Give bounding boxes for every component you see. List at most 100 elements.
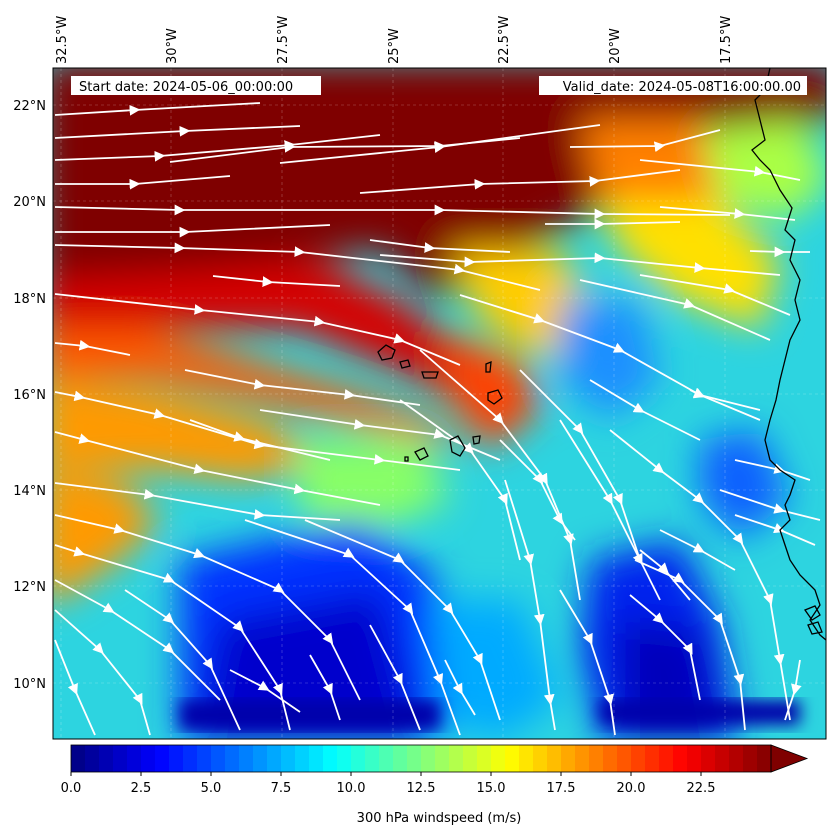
colorbar-step xyxy=(743,745,758,772)
colorbar-step xyxy=(351,745,366,772)
colorbar-step xyxy=(99,745,114,772)
lat-tick-label: 12°N xyxy=(13,580,46,595)
colorbar-step xyxy=(701,745,716,772)
colorbar-tick-label: 17.5 xyxy=(547,781,576,796)
windspeed-field xyxy=(53,68,826,739)
valid-date-box xyxy=(539,76,807,95)
colorbar-tick-label: 0.0 xyxy=(61,781,82,796)
colorbar-step xyxy=(239,745,254,772)
colorbar-step xyxy=(71,745,86,772)
colorbar-label: 300 hPa windspeed (m/s) xyxy=(357,811,522,826)
colorbar-step xyxy=(183,745,198,772)
lat-tick-label: 22°N xyxy=(13,99,46,114)
lon-tick-label: 20°W xyxy=(608,28,623,64)
colorbar-step xyxy=(379,745,394,772)
start-date-label: Start date: 2024-05-06_00:00:00 xyxy=(79,80,293,95)
colorbar-step xyxy=(323,745,338,772)
lon-tick-label: 30°W xyxy=(165,28,180,64)
cape-verde-island xyxy=(414,447,429,461)
colorbar-step xyxy=(757,745,772,772)
colorbar-step xyxy=(155,745,170,772)
colorbar-step xyxy=(575,745,590,772)
colorbar-step xyxy=(715,745,730,772)
cape-verde-island xyxy=(487,389,503,405)
colorbar-step xyxy=(421,745,436,772)
colorbar-step xyxy=(645,745,660,772)
colorbar-step xyxy=(505,745,520,772)
cape-verde-island xyxy=(377,344,396,361)
colorbar-step xyxy=(631,745,646,772)
map-frame xyxy=(52,67,827,740)
lon-tick-label: 25°W xyxy=(387,28,402,64)
colorbar-step xyxy=(729,745,744,772)
colorbar-tick-label: 7.5 xyxy=(271,781,292,796)
colorbar-tick-label: 12.5 xyxy=(407,781,436,796)
colorbar-tick-label: 15.0 xyxy=(477,781,506,796)
lat-tick-label: 14°N xyxy=(13,484,46,499)
latitude-ticks: 22°N 20°N 18°N 16°N 14°N 12°N 10°N xyxy=(13,99,46,692)
colorbar-step xyxy=(463,745,478,772)
colorbar-step xyxy=(253,745,268,772)
colorbar-step xyxy=(477,745,492,772)
colorbar-step xyxy=(309,745,324,772)
colorbar-step xyxy=(561,745,576,772)
colorbar-step xyxy=(337,745,352,772)
lat-tick-label: 20°N xyxy=(13,195,46,210)
colorbar-step xyxy=(365,745,380,772)
colorbar-step xyxy=(197,745,212,772)
colorbar-step xyxy=(393,745,408,772)
start-date-box xyxy=(71,76,321,95)
colorbar-step xyxy=(169,745,184,772)
cape-verde-island xyxy=(449,435,466,457)
colorbar-step xyxy=(211,745,226,772)
colorbar-tick-label: 2.5 xyxy=(131,781,152,796)
colorbar-tick-label: 20.0 xyxy=(617,781,646,796)
cape-verde-island xyxy=(472,435,481,445)
longitude-ticks: 32.5°W 30°W 27.5°W 25°W 22.5°W 20°W 17.5… xyxy=(55,16,734,64)
lat-tick-label: 10°N xyxy=(13,677,46,692)
colorbar-step xyxy=(267,745,282,772)
colorbar-step xyxy=(295,745,310,772)
colorbar-step xyxy=(659,745,674,772)
coastlines xyxy=(377,68,826,641)
cape-verde-island xyxy=(404,456,409,462)
colorbar-steps xyxy=(71,745,772,772)
cape-verde-island xyxy=(485,360,492,373)
colorbar-step xyxy=(113,745,128,772)
lat-tick-label: 18°N xyxy=(13,292,46,307)
colorbar-step xyxy=(673,745,688,772)
lon-tick-label: 32.5°W xyxy=(55,16,70,64)
cape-verde-island xyxy=(421,371,439,379)
lon-tick-label: 17.5°W xyxy=(719,16,734,64)
colorbar-tick-label: 5.0 xyxy=(201,781,222,796)
bijagos-islands xyxy=(803,605,823,635)
colorbar-step xyxy=(225,745,240,772)
lat-tick-label: 16°N xyxy=(13,388,46,403)
colorbar-step xyxy=(687,745,702,772)
colorbar: 0.0 2.5 5.0 7.5 10.0 12.5 15.0 17.5 20.0 22.5 300… xyxy=(61,744,809,826)
colorbar-step xyxy=(547,745,562,772)
colorbar-ticks: 0.0 2.5 5.0 7.5 10.0 12.5 15.0 17.5 20.0 22.5 xyxy=(61,772,716,796)
colorbar-step xyxy=(519,745,534,772)
lon-tick-label: 27.5°W xyxy=(276,16,291,64)
colorbar-step xyxy=(127,745,142,772)
colorbar-step xyxy=(435,745,450,772)
colorbar-step xyxy=(603,745,618,772)
colorbar-extend-arrow xyxy=(770,744,809,773)
west-africa-coastline xyxy=(751,68,826,641)
colorbar-tick-label: 10.0 xyxy=(337,781,366,796)
colorbar-step xyxy=(617,745,632,772)
colorbar-step xyxy=(533,745,548,772)
colorbar-step xyxy=(589,745,604,772)
colorbar-step xyxy=(407,745,422,772)
wind-streamlines xyxy=(54,102,821,736)
colorbar-step xyxy=(449,745,464,772)
cape-verde-island xyxy=(399,359,411,369)
valid-date-label: Valid_date: 2024-05-08T16:00:00.00 xyxy=(563,80,801,95)
colorbar-step xyxy=(281,745,296,772)
colorbar-step xyxy=(491,745,506,772)
colorbar-step xyxy=(85,745,100,772)
colorbar-tick-label: 22.5 xyxy=(687,781,716,796)
lon-tick-label: 22.5°W xyxy=(497,16,512,64)
